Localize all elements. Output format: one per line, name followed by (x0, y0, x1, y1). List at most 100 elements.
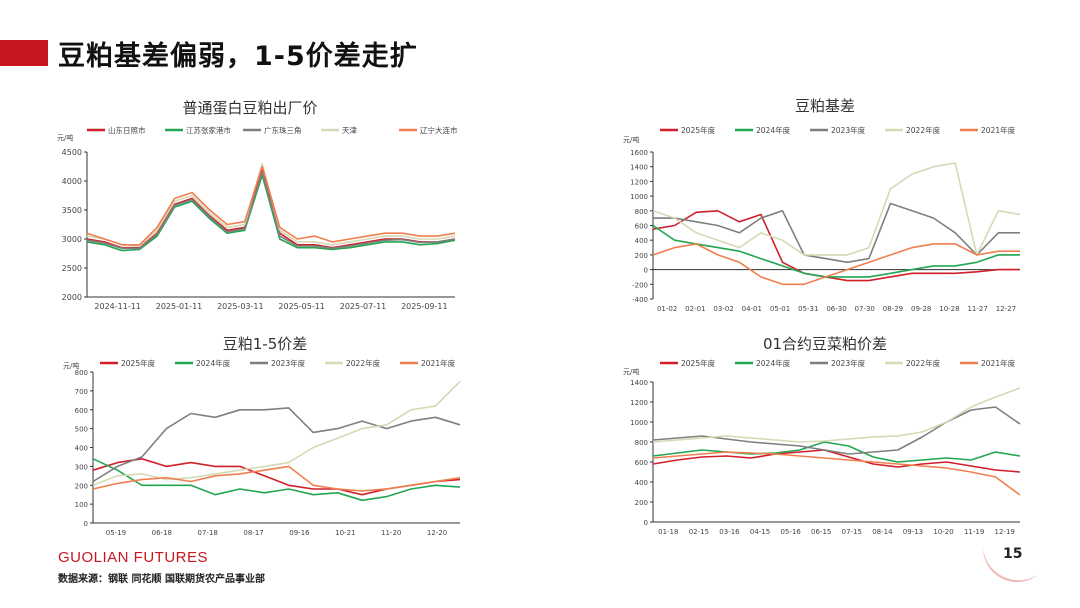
x-tick-label: 2025-07-11 (340, 302, 387, 311)
x-tick-label: 06-18 (152, 529, 172, 537)
x-tick-label: 10-21 (335, 529, 355, 537)
series-line (652, 441, 1021, 463)
x-tick-label: 02-15 (689, 528, 709, 536)
x-tick-label: 08-29 (883, 305, 903, 313)
legend-label: 2024年度 (196, 358, 231, 368)
unit-label: 元/吨 (623, 135, 639, 144)
legend-label: 辽宁大连市 (420, 125, 458, 135)
y-tick-label: 400 (75, 445, 88, 453)
y-tick-label: 1200 (630, 178, 648, 186)
x-tick-label: 10-28 (939, 305, 959, 313)
y-tick-label: 0 (84, 520, 88, 528)
x-tick-label: 11-20 (381, 529, 401, 537)
series-line (652, 449, 1021, 473)
x-tick-label: 11-27 (967, 305, 987, 313)
x-tick-label: 11-19 (964, 528, 984, 536)
x-tick-label: 09-13 (903, 528, 923, 536)
y-tick-label: 4500 (62, 148, 82, 157)
legend-label: 2021年度 (981, 358, 1016, 368)
series-line (652, 406, 1021, 455)
series-line (92, 380, 461, 487)
legend-label: 2021年度 (981, 125, 1016, 135)
x-tick-label: 09-28 (911, 305, 931, 313)
y-tick-label: 0 (644, 519, 648, 527)
legend-label: 天津 (342, 126, 357, 135)
y-tick-label: 700 (75, 388, 88, 396)
legend-label: 江苏张家港市 (186, 125, 231, 135)
y-tick-label: 100 (75, 501, 88, 509)
y-tick-label: 800 (635, 208, 648, 216)
chart-title: 豆粕1-5价差 (222, 335, 308, 353)
x-tick-label: 05-01 (770, 305, 790, 313)
unit-label: 元/吨 (63, 361, 79, 370)
chart-title: 豆粕基差 (794, 97, 855, 115)
legend-label: 2023年度 (271, 358, 306, 368)
y-tick-label: 800 (75, 369, 88, 377)
chart-spread-1-5: 2025年度 2024年度 2023年度 2022年度 2021年度 元/吨 0 100 200… (63, 358, 461, 537)
chart-panel-spread-1-5: 豆粕1-5价差 2025年度 2024年度 2023年度 2022年度 2021年度 元/… (55, 330, 475, 545)
legend-label: 广东珠三角 (264, 125, 302, 135)
y-tick-label: 400 (635, 479, 648, 487)
y-tick-label: 1600 (630, 149, 648, 157)
series-line (653, 202, 1020, 264)
x-tick-label: 06-30 (826, 305, 846, 313)
legend-label: 山东日照市 (108, 125, 146, 135)
x-tick-label: 02-01 (685, 305, 705, 313)
x-tick-label: 07-15 (842, 528, 862, 536)
y-tick-label: 3500 (62, 206, 82, 215)
x-tick-label: 2024-11-11 (94, 302, 141, 311)
chart-panel-basis: 豆粕基差 2025年度 2024年度 2023年度 2022年度 2021年度 元/吨 -4… (615, 92, 1035, 317)
chart-title: 普通蛋白豆粕出厂价 (182, 99, 318, 117)
x-tick-label: 05-31 (798, 305, 818, 313)
x-tick-label: 03-16 (719, 528, 740, 536)
legend-label: 2021年度 (421, 358, 456, 368)
x-tick-label: 12-19 (995, 528, 1015, 536)
page-corner-decoration (979, 538, 1039, 583)
series-line (652, 224, 1020, 278)
legend-label: 2024年度 (756, 358, 791, 368)
y-tick-label: 400 (635, 237, 648, 245)
series-line (652, 162, 1021, 256)
page-title: 豆粕基差偏弱，1-5价差走扩 (58, 41, 418, 72)
y-tick-label: 600 (635, 223, 648, 231)
x-tick-label: 05-16 (780, 528, 801, 536)
x-tick-label: 01-02 (657, 305, 677, 313)
series-line (92, 465, 461, 492)
y-tick-label: 1000 (630, 193, 648, 201)
y-tick-label: 1200 (630, 399, 648, 407)
x-tick-label: 08-17 (243, 529, 263, 537)
legend-label: 2024年度 (756, 125, 791, 135)
x-tick-label: 03-02 (713, 305, 733, 313)
series-line (86, 171, 456, 250)
x-tick-label: 2025-09-11 (401, 302, 448, 311)
legend-label: 2022年度 (346, 358, 381, 368)
x-tick-label: 04-15 (750, 528, 770, 536)
y-tick-label: 2000 (62, 293, 82, 302)
y-tick-label: 1400 (630, 379, 648, 387)
x-tick-label: 07-30 (855, 305, 875, 313)
y-tick-label: -200 (632, 281, 648, 289)
brand-name: GUOLIAN FUTURES (58, 549, 209, 566)
y-tick-label: 3000 (62, 235, 82, 244)
y-tick-label: 200 (75, 482, 88, 490)
chart-panel-soymeal-price: 普通蛋白豆粕出厂价 山东日照市 江苏张家港市 广东珠三角 天津 辽宁大连市 元/吨 2000… (35, 92, 465, 317)
x-tick-label: 05-19 (106, 529, 126, 537)
x-tick-label: 07-18 (198, 529, 218, 537)
x-tick-label: 09-16 (289, 529, 310, 537)
y-tick-label: 200 (635, 499, 648, 507)
x-tick-label: 2025-03-11 (217, 302, 263, 311)
title-accent-bar (0, 40, 48, 66)
x-tick-label: 12-20 (427, 529, 447, 537)
series-line (652, 387, 1021, 443)
page-number: 15 (1003, 546, 1023, 562)
x-tick-label: 12-27 (996, 305, 1016, 313)
x-tick-label: 01-18 (658, 528, 678, 536)
data-source: 数据来源：钢联 同花顺 国联期货农产品事业部 (58, 574, 265, 585)
series-line (86, 165, 456, 246)
y-tick-label: 2500 (62, 264, 82, 273)
y-tick-label: 1400 (630, 164, 648, 172)
chart-panel-soy-rapeseed-spread: 01合约豆菜粕价差 2025年度 2024年度 2023年度 2022年度 2021年度… (615, 330, 1035, 545)
